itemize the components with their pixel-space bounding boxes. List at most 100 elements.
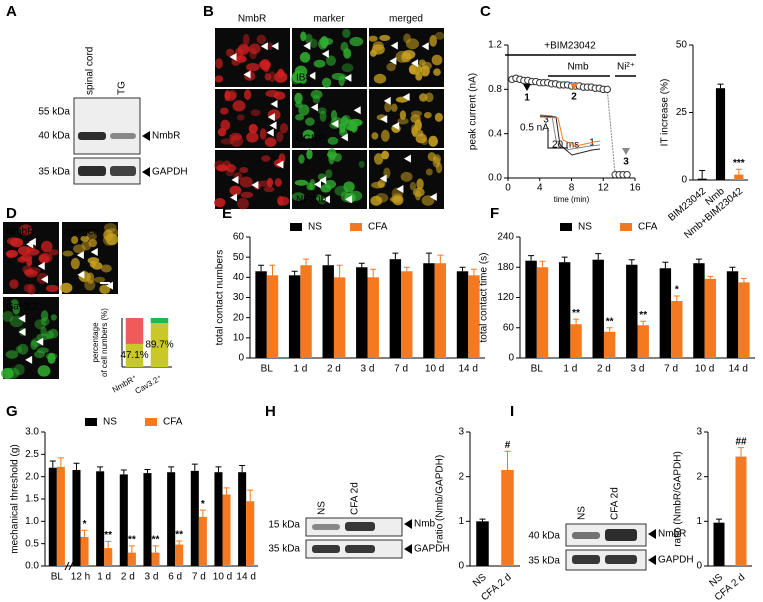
arrowhead xyxy=(379,174,387,183)
x-tick-label: BL xyxy=(261,364,274,375)
cell xyxy=(23,283,34,293)
arrowhead xyxy=(270,100,278,109)
cell xyxy=(371,132,379,140)
error-bar xyxy=(239,465,246,473)
arrowhead xyxy=(344,73,352,82)
cell xyxy=(409,181,417,191)
error-bar xyxy=(595,253,602,260)
annotation: 2 xyxy=(571,92,577,103)
arrowhead xyxy=(322,195,330,204)
arrowhead xyxy=(648,529,656,539)
cell xyxy=(379,34,391,42)
error-bar xyxy=(269,264,276,276)
legend-swatch xyxy=(85,418,97,426)
error-bar xyxy=(640,320,647,326)
cell xyxy=(266,42,274,50)
arrowhead xyxy=(340,133,348,142)
error-bar xyxy=(247,489,254,502)
bar xyxy=(255,271,267,358)
panel-label: E xyxy=(222,205,232,222)
x-tick-label: 1 d xyxy=(293,364,307,375)
cell xyxy=(5,350,19,359)
x-tick-label: 8 xyxy=(569,183,575,194)
cell xyxy=(405,38,420,50)
annotation: 0.5 nA xyxy=(520,123,549,134)
bar-segment xyxy=(150,323,169,367)
legend-label: CFA xyxy=(163,417,183,428)
bar xyxy=(356,267,368,358)
bar xyxy=(300,265,312,358)
error-bar xyxy=(223,487,230,495)
data-point xyxy=(603,85,611,94)
cell xyxy=(373,153,384,165)
error-bar xyxy=(358,262,365,268)
arrowhead xyxy=(142,131,150,141)
cell xyxy=(410,124,419,136)
cell xyxy=(48,328,59,339)
error-bar xyxy=(81,529,88,537)
error-bar xyxy=(740,277,747,283)
cell xyxy=(257,180,272,187)
cell xyxy=(300,31,307,42)
x-tick-label: 0 xyxy=(505,183,511,194)
cell xyxy=(246,131,259,143)
y-axis-label: percentage xyxy=(91,322,100,363)
error-bar xyxy=(291,270,298,276)
cell xyxy=(248,123,258,134)
cell xyxy=(330,109,338,121)
arrowhead xyxy=(251,181,259,190)
arrowhead xyxy=(403,154,411,163)
cell xyxy=(339,122,346,133)
cell xyxy=(424,111,432,119)
cell xyxy=(225,48,235,57)
column-label: merged xyxy=(389,14,423,25)
y-tick-label: 0 xyxy=(508,353,514,364)
blot xyxy=(73,97,141,155)
cell xyxy=(41,240,53,253)
y-tick-label: 2.5 xyxy=(25,449,39,460)
bar xyxy=(592,259,604,358)
cell xyxy=(343,181,355,193)
error-bar xyxy=(628,259,635,265)
bar xyxy=(151,552,160,566)
legend-label: CFA xyxy=(368,222,388,233)
value-label: 47.1% xyxy=(120,350,148,361)
scale-bar xyxy=(100,282,110,284)
error-bar xyxy=(199,509,206,517)
arrowhead xyxy=(345,195,353,204)
bar xyxy=(501,469,514,566)
x-tick-label: 10 d xyxy=(695,364,714,375)
cell xyxy=(217,127,227,137)
band xyxy=(572,532,600,539)
cell xyxy=(274,71,288,83)
cell xyxy=(232,100,246,112)
y-tick-label: 25 xyxy=(676,107,688,118)
legend-label: NS xyxy=(103,417,117,428)
significance: ** xyxy=(639,310,647,321)
x-tick-label: 2 d xyxy=(121,572,135,583)
cell xyxy=(321,77,332,88)
arrowhead xyxy=(308,71,316,80)
arrowhead xyxy=(421,42,429,51)
y-tick-label: 0 xyxy=(458,561,464,572)
bar xyxy=(322,265,334,358)
x-tick-label: 4 xyxy=(537,183,543,194)
error-bar xyxy=(176,540,183,545)
error-bar xyxy=(325,254,332,266)
legend-swatch xyxy=(350,223,362,231)
y-tick-label: 0 xyxy=(681,175,687,186)
error-bar xyxy=(403,266,410,272)
column-label: marker xyxy=(313,14,345,25)
cell xyxy=(431,54,443,66)
significance: *** xyxy=(733,158,745,169)
cell xyxy=(259,59,271,71)
arrowhead xyxy=(389,56,397,65)
cell xyxy=(220,119,231,131)
bar xyxy=(80,536,89,566)
band xyxy=(312,524,340,530)
cell xyxy=(231,57,241,66)
cell xyxy=(276,131,284,142)
bar xyxy=(423,263,435,358)
bar xyxy=(127,552,136,566)
